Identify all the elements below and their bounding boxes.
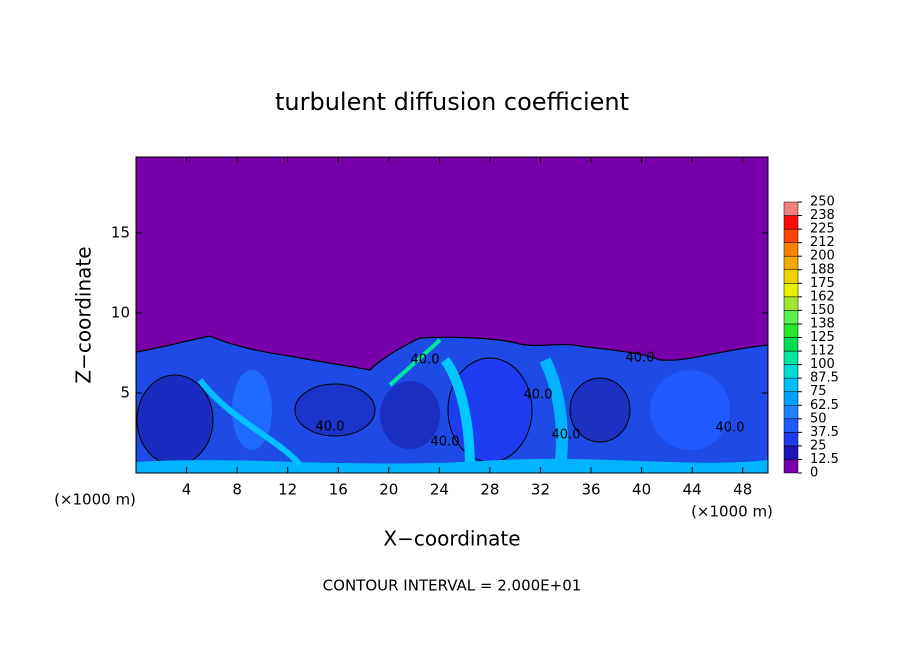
colorbar-box (783, 242, 799, 257)
x-tick-label: 24 (430, 481, 449, 499)
colorbar-label: 87.5 (810, 371, 839, 386)
colorbar-box (783, 310, 799, 325)
contour-label: 40.0 (524, 388, 553, 403)
y-tick-label: 5 (120, 384, 130, 402)
colorbar-box (783, 364, 799, 379)
colorbar-box (783, 405, 799, 420)
colorbar-label: 162 (810, 289, 835, 304)
y-axis-label: Z−coordinate (72, 246, 96, 383)
colorbar-box (783, 377, 799, 392)
contour-label: 40.0 (431, 435, 460, 450)
colorbar-box (783, 228, 799, 243)
colorbar-label: 12.5 (810, 452, 839, 467)
colorbar-label: 138 (810, 316, 835, 331)
colorbar-box (783, 323, 799, 338)
contour-label: 40.0 (411, 353, 440, 368)
colorbar-box (783, 418, 799, 433)
x-axis-label: X−coordinate (383, 527, 520, 551)
colorbar-box (783, 337, 799, 352)
colorbar-box (783, 432, 799, 447)
colorbar-label: 225 (810, 222, 835, 237)
contour-label: 40.0 (716, 421, 745, 436)
colorbar-box (783, 391, 799, 406)
x-tick-label: 20 (379, 481, 398, 499)
x-tick-label: 44 (683, 481, 702, 499)
colorbar-label: 250 (810, 195, 835, 210)
x-tick-label: 12 (278, 481, 297, 499)
colorbar-label: 238 (810, 208, 835, 223)
colorbar-label: 150 (810, 303, 835, 318)
colorbar-label: 112 (810, 344, 835, 359)
contour-label: 40.0 (626, 351, 655, 366)
y-tick-label: 10 (111, 304, 130, 322)
colorbar-label: 25 (810, 438, 827, 453)
colorbar-box (783, 269, 799, 284)
x-tick-label: 36 (581, 481, 600, 499)
contour-interval-note: CONTOUR INTERVAL = 2.000E+01 (323, 577, 582, 595)
y-tick-label: 15 (111, 224, 130, 242)
colorbar-label: 37.5 (810, 425, 839, 440)
x-unit: (×1000 m) (691, 503, 773, 521)
x-tick-label: 32 (531, 481, 550, 499)
colorbar-label: 75 (810, 384, 827, 399)
plot-frame (135, 156, 769, 474)
x-tick-label: 8 (232, 481, 242, 499)
colorbar-label: 188 (810, 262, 835, 277)
x-tick-label: 16 (329, 481, 348, 499)
colorbar-box (783, 201, 799, 216)
colorbar-box (783, 255, 799, 271)
colorbar-box (783, 445, 799, 460)
contour-label: 40.0 (552, 428, 581, 443)
field (136, 157, 768, 473)
colorbar-box (783, 459, 799, 474)
colorbar-box (783, 350, 799, 365)
contour-label: 40.0 (316, 420, 345, 435)
chart-title: turbulent diffusion coefficient (275, 88, 629, 116)
colorbar-label: 175 (810, 276, 835, 291)
colorbar-label: 50 (810, 411, 827, 426)
colorbar-label: 62.5 (810, 398, 839, 413)
colorbar-label: 212 (810, 235, 835, 250)
x-tick-label: 40 (632, 481, 651, 499)
colorbar-label: 125 (810, 330, 835, 345)
colorbar-box (783, 215, 799, 230)
x-unit: (×1000 m) (54, 491, 136, 509)
colorbar-label: 0 (810, 466, 818, 481)
colorbar-label: 200 (810, 249, 835, 264)
x-tick-label: 28 (480, 481, 499, 499)
colorbar-box (783, 296, 799, 311)
x-tick-label: 4 (182, 481, 192, 499)
x-tick-label: 48 (733, 481, 752, 499)
colorbar-label: 100 (810, 357, 835, 372)
colorbar-box (783, 283, 799, 298)
